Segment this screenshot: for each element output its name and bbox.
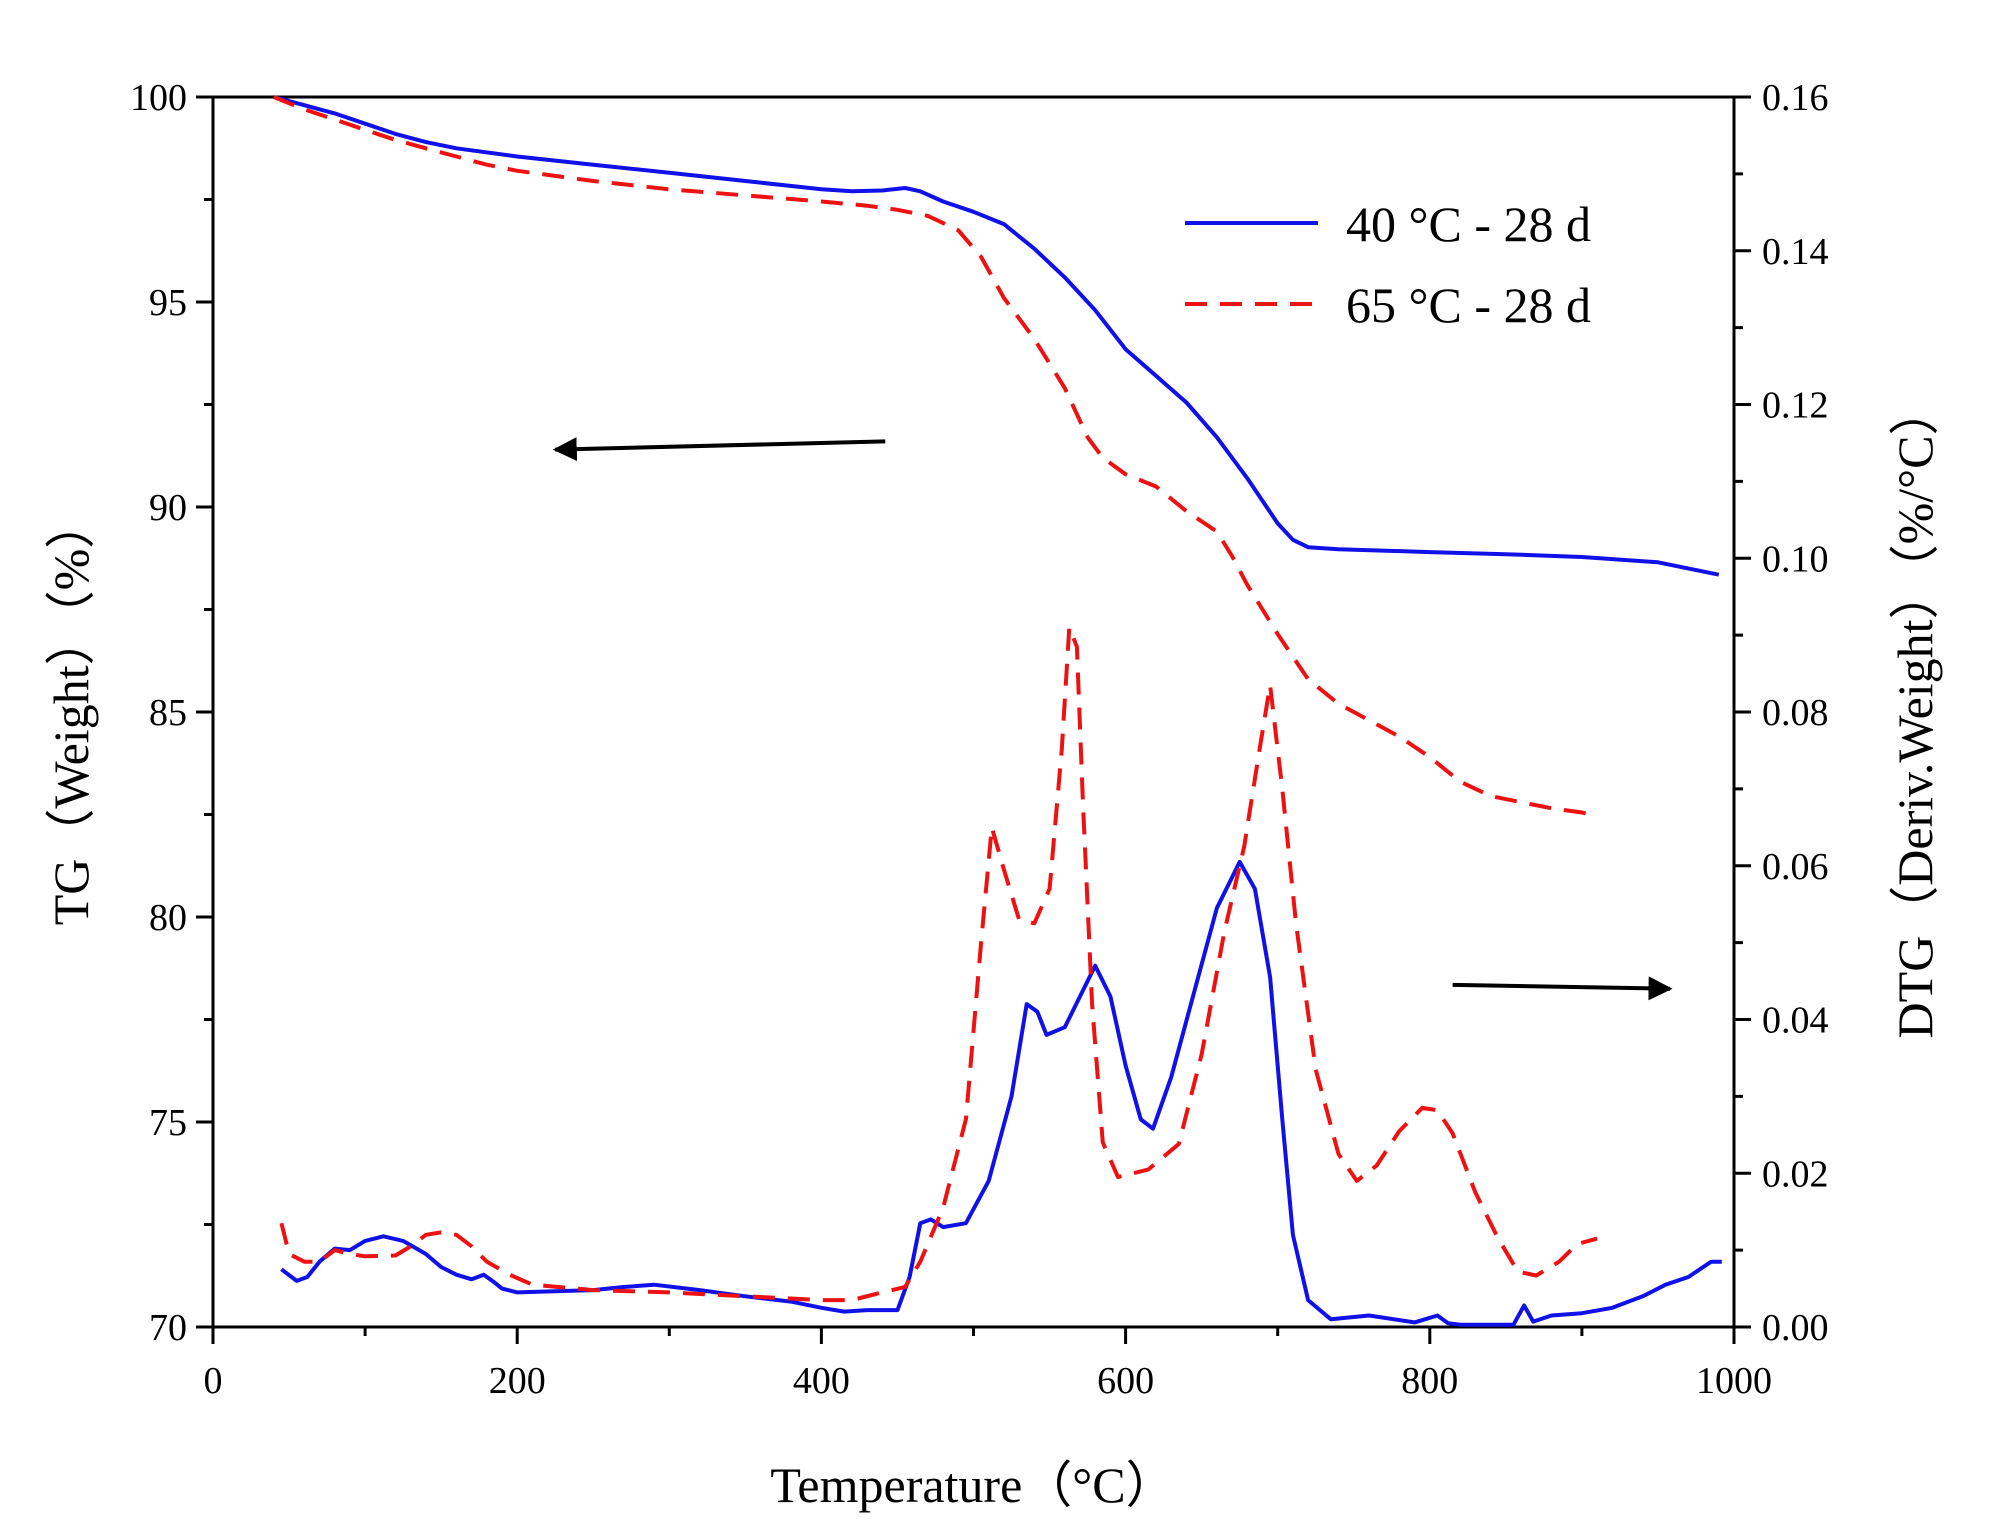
series-line-tg-65-c-28-d [273, 95, 1598, 819]
arrow-right [1452, 976, 1673, 1001]
series-line-dtg-40-c-28-d [280, 859, 1722, 1327]
y-right-tick-label: 0.06 [1762, 846, 1829, 888]
y-left-tick-label: 80 [149, 897, 187, 939]
y-right-axis-title: DTG（Deriv.Weight）（%/°C） [1887, 386, 1943, 1039]
x-tick-label: 600 [1097, 1360, 1154, 1402]
x-tick-label: 0 [204, 1360, 223, 1402]
legend: 40 °C - 28 d 65 °C - 28 d [1185, 196, 1591, 333]
y-right-tick-label: 0.00 [1762, 1307, 1829, 1349]
x-tick-label: 400 [793, 1360, 850, 1402]
y-left-tick-label: 100 [130, 77, 187, 119]
y-right-tick-label: 0.04 [1762, 1000, 1829, 1042]
x-tick-label: 200 [489, 1360, 546, 1402]
y-right-tick-label: 0.08 [1762, 692, 1829, 734]
series-line-dtg-65-c-28-d [279, 625, 1598, 1303]
y-right-tick-label: 0.10 [1762, 538, 1829, 580]
x-axis-title: Temperature（°C） [770, 1457, 1175, 1513]
y-left-tick-label: 85 [149, 692, 187, 734]
y-left-tick-label: 95 [149, 282, 187, 324]
y-left-axis-title: TG（Weight）（%） [43, 499, 99, 925]
y-right-tick-label: 0.16 [1762, 77, 1829, 119]
legend-label-40c: 40 °C - 28 d [1346, 196, 1591, 252]
y-right-tick-label: 0.14 [1762, 231, 1829, 273]
y-right-tick-label: 0.02 [1762, 1153, 1829, 1195]
x-tick-label: 1000 [1696, 1360, 1772, 1402]
arrow-left [552, 437, 886, 462]
arrow-layer [552, 437, 1673, 1001]
tick-labels: 0 200 400 600 800 1000 70 75 80 85 90 95 100 0.00 0.02… [130, 77, 1829, 1402]
y-left-tick-label: 90 [149, 487, 187, 529]
x-tick-label: 800 [1401, 1360, 1458, 1402]
legend-label-65c: 65 °C - 28 d [1346, 277, 1591, 333]
series-layer [273, 95, 1722, 1327]
y-left-tick-label: 70 [149, 1307, 187, 1349]
series-line-tg-40-c-28-d [273, 95, 1720, 577]
tick-marks [196, 95, 1751, 1344]
y-left-tick-label: 75 [149, 1102, 187, 1144]
y-right-tick-label: 0.12 [1762, 385, 1829, 427]
